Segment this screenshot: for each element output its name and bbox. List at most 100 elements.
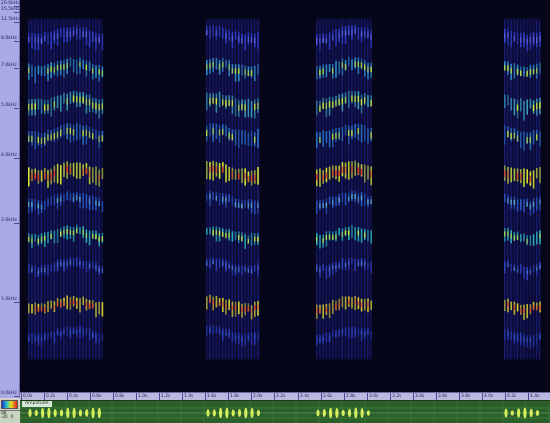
color-level-swatch[interactable] (1, 400, 18, 409)
spectro-peak (53, 34, 55, 40)
spectro-cell (209, 122, 211, 137)
spectro-peak (56, 330, 59, 336)
spectro-cell (254, 264, 256, 272)
spectro-streak (510, 20, 512, 360)
spectro-streak (218, 20, 220, 360)
spectro-peak (215, 229, 217, 235)
spectro-peak (44, 307, 46, 313)
spectro-peak (529, 338, 531, 343)
channel-controls[interactable]: dB -20 0 (0, 410, 20, 423)
spectro-streak (206, 20, 208, 360)
spectro-peak (370, 34, 372, 41)
time-tick: 2.2s (274, 393, 286, 401)
spectro-peak (88, 303, 91, 309)
spectro-peak (348, 129, 350, 137)
spectro-cell (504, 125, 506, 145)
spectro-peak (92, 68, 94, 74)
spectro-streak (222, 20, 224, 360)
spectro-peak (244, 104, 246, 111)
spectro-peak (244, 306, 246, 312)
spectro-peak (34, 173, 36, 180)
spectro-peak (536, 266, 538, 271)
spectro-peak (37, 136, 39, 144)
spectro-peak (40, 306, 43, 312)
spectro-streak (231, 20, 233, 360)
spectro-cell (88, 30, 91, 48)
spectro-peak (257, 236, 259, 242)
spectro-cell (364, 164, 366, 183)
spectro-peak (247, 306, 249, 312)
spectro-streak (212, 20, 214, 360)
waveform-panel[interactable]: Amplitude (20, 400, 550, 423)
spectro-peak (335, 132, 337, 140)
spectro-peak (31, 173, 33, 181)
spectro-peak (250, 203, 253, 208)
spectro-cell (101, 168, 104, 180)
spectro-peak (526, 71, 528, 77)
spectro-peak (529, 37, 531, 43)
spectrogram-view[interactable] (20, 0, 550, 392)
spectro-peak (98, 68, 100, 75)
spectro-streak (228, 20, 230, 360)
freq-axis-label: 5.0kHz (1, 103, 17, 108)
spectro-peak (40, 236, 43, 242)
spectro-streak (79, 20, 81, 360)
spectro-cell (370, 300, 372, 311)
spectro-peak (50, 66, 52, 72)
spectro-peak (92, 333, 94, 339)
spectro-peak (88, 171, 91, 178)
freq-axis-label: 20.0kHz (1, 1, 20, 6)
spectro-peak (539, 305, 541, 311)
spectro-cell (536, 231, 538, 245)
spectro-streak (516, 20, 518, 360)
spectro-peak (206, 261, 208, 266)
spectro-peak (344, 64, 347, 70)
spectro-peak (536, 67, 538, 74)
spectro-cell (244, 34, 246, 51)
spectro-cell (354, 258, 356, 272)
control-label: dB (1, 410, 7, 415)
spectrogram-canvas[interactable] (20, 0, 550, 392)
spectro-streak (31, 20, 33, 360)
spectro-peak (63, 301, 65, 307)
spectro-streak (367, 20, 369, 360)
spectro-peak (513, 305, 515, 311)
spectro-peak (335, 304, 337, 310)
spectro-streak (238, 20, 240, 360)
waveform-tab[interactable]: Amplitude (22, 401, 52, 407)
spectro-cell (66, 295, 68, 310)
freq-axis-label: 0.0kHz (1, 391, 17, 396)
spectro-cell (53, 262, 56, 272)
wave-pulse (34, 409, 38, 417)
spectro-cell (523, 66, 525, 77)
spectro-cell (34, 131, 36, 150)
time-ruler[interactable]: 0.0s 0.2s 0.4s 0.6s 0.8s 1.0s 1.2s 1.4s 1.6s 1.8s… (20, 392, 550, 401)
spectro-peak (507, 65, 509, 71)
spectro-peak (88, 263, 91, 269)
spectro-cell (85, 261, 88, 273)
spectro-cell (257, 166, 259, 185)
spectro-peak (66, 31, 68, 38)
spectro-cell (338, 329, 340, 337)
spectro-peak (338, 32, 340, 39)
spectro-streak (76, 20, 78, 360)
spectro-peak (338, 197, 340, 203)
spectro-peak (212, 97, 214, 104)
waveform-canvas[interactable] (20, 401, 550, 423)
spectro-peak (40, 38, 43, 45)
spectro-streak (325, 20, 327, 360)
wave-pulse (231, 409, 235, 417)
spectro-peak (98, 104, 100, 111)
spectro-peak (228, 132, 230, 139)
spectro-cell (82, 296, 84, 305)
spectro-peak (231, 134, 233, 141)
wave-pulse (219, 407, 223, 419)
spectro-peak (341, 98, 343, 105)
spectro-cell (76, 59, 78, 75)
spectro-cell (231, 231, 234, 242)
spectro-cell (206, 325, 208, 336)
freq-axis-label: 8.0kHz (1, 36, 17, 41)
spectro-peak (238, 104, 240, 111)
spectro-cell (76, 122, 78, 141)
spectro-cell (370, 230, 372, 244)
